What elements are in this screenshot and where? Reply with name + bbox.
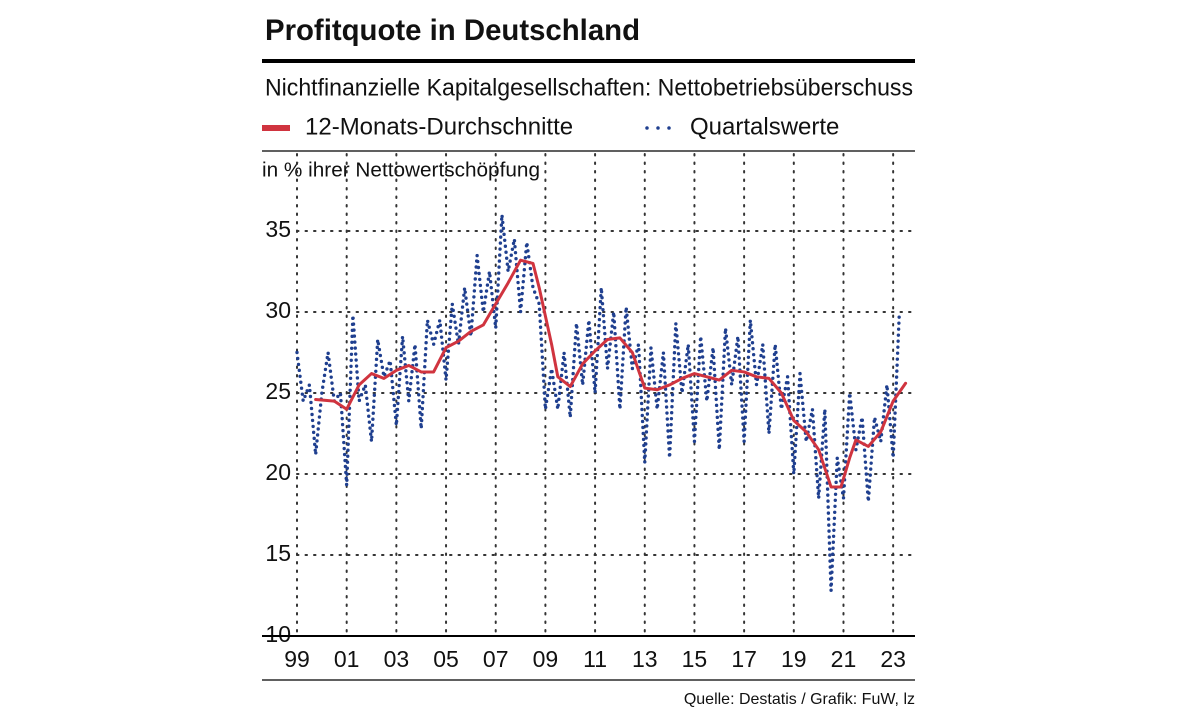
x-tick-label: 17 <box>731 646 757 672</box>
y-tick-label: 30 <box>265 297 291 323</box>
y-axis-label: in % ihrer Nettowertschöpfung <box>262 159 540 181</box>
y-tick-label: 15 <box>265 540 291 566</box>
x-tick-label: 99 <box>284 646 310 672</box>
x-tick-label: 07 <box>483 646 509 672</box>
series-line <box>314 258 908 489</box>
chart-title: Profitquote in Deutschland <box>265 14 640 47</box>
x-tick-label: 23 <box>880 646 906 672</box>
x-tick-label: 15 <box>682 646 708 672</box>
x-tick-label: 03 <box>384 646 410 672</box>
x-tick-label: 21 <box>831 646 857 672</box>
series-line <box>295 213 902 593</box>
y-tick-label: 20 <box>265 459 291 485</box>
x-tick-label: 13 <box>632 646 658 672</box>
y-tick-label: 10 <box>265 621 291 647</box>
x-tick-label: 11 <box>583 646 607 672</box>
legend-label: Quartalswerte <box>690 113 839 140</box>
x-tick-label: 19 <box>781 646 807 672</box>
y-tick-label: 35 <box>265 216 291 242</box>
source: Quelle: Destatis / Grafik: FuW, lz <box>684 691 915 708</box>
x-tick-label: 05 <box>433 646 459 672</box>
x-tick-label: 09 <box>533 646 559 672</box>
chart-subtitle: Nichtfinanzielle Kapitalgesellschaften: … <box>265 74 913 101</box>
y-tick-label: 25 <box>265 378 291 404</box>
legend-label: 12-Monats-Durchschnitte <box>305 113 573 140</box>
x-tick-label: 01 <box>334 646 360 672</box>
